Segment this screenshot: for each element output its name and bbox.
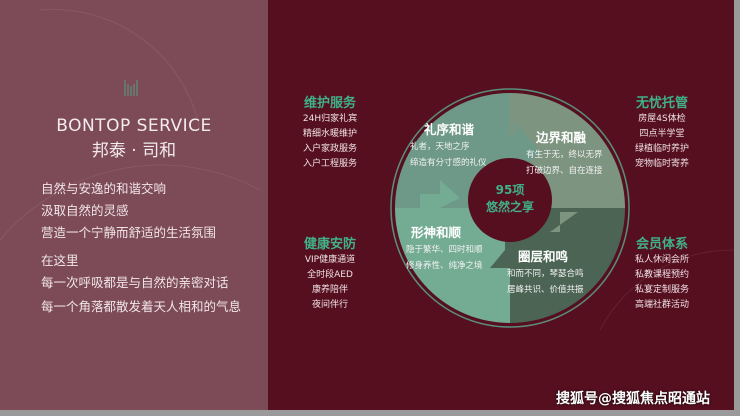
quadrant-bottom-right	[510, 208, 625, 323]
decor-arc	[39, 8, 201, 131]
intro-line: 每一个角落都散发着天人相和的气息	[41, 299, 242, 314]
group-title: 维护服务	[303, 96, 356, 111]
decor-arc	[0, 164, 261, 241]
arrow-bottom-left	[420, 180, 460, 208]
wheel-ring	[390, 88, 630, 328]
intro-panel: BONTOP SERVICE 邦泰 · 司和 自然与安逸的和谐交响 汲取自然的灵…	[0, 0, 268, 410]
decor-arcs	[0, 8, 734, 331]
group-title: 无忧托管	[635, 96, 688, 111]
center-label: 悠然之享	[485, 200, 534, 214]
quadrant-desc: 隐于繁华、四时和顺 修身养性、纯净之境	[406, 242, 483, 274]
intro-line: 自然与安逸的和谐交响	[41, 181, 167, 196]
group-title: 会员体系	[635, 237, 688, 252]
desc-line: 有生于无，终以无界	[526, 150, 603, 160]
desc-line: 缔造有分寸感的礼仪	[410, 158, 487, 168]
brand-title-cn: 邦泰 · 司和	[91, 141, 177, 161]
group-item: 私教课程预约	[634, 270, 689, 280]
desc-line: 居峰共识、价值共振	[507, 285, 584, 295]
service-wheel	[390, 88, 630, 328]
brand-title-en: BONTOP SERVICE	[56, 116, 212, 136]
group-title: 健康安防	[303, 237, 356, 252]
desc-line: 和而不同，琴瑟合鸣	[507, 269, 584, 279]
desc-line: 隐于繁华、四时和顺	[406, 245, 483, 255]
intro-line: 每一次呼吸都是与自然的亲密对话	[41, 275, 229, 290]
intro-line: 营造一个宁静而舒适的生活氛围	[41, 225, 217, 240]
decor-arc	[599, 249, 734, 331]
group-item: 全时段AED	[307, 270, 353, 280]
group-item: 四点半学堂	[639, 129, 685, 139]
group-item: 精细水暖维护	[302, 129, 357, 139]
group-item: 高端社群活动	[634, 300, 689, 310]
group-item: 入户工程服务	[302, 159, 357, 169]
desc-line: 修身养性、纯净之境	[406, 261, 483, 271]
desc-line: 打破边界、自在连接	[526, 166, 603, 176]
group-item: 房屋4S体检	[638, 114, 686, 124]
quadrant-bottom-left	[395, 208, 510, 323]
center-count: 95项	[495, 183, 525, 197]
intro-line: 汲取自然的灵感	[41, 203, 129, 218]
group-item: 夜间伴行	[311, 300, 348, 310]
intro-line: 在这里	[41, 253, 79, 268]
quadrant-desc: 有生于无，终以无界 打破边界、自在连接	[526, 147, 603, 179]
wheel-center	[468, 158, 552, 242]
group-item: 绿植临时养护	[634, 144, 689, 154]
group-item: VIP健康通道	[304, 255, 356, 265]
slide: BONTOP SERVICE 邦泰 · 司和 自然与安逸的和谐交响 汲取自然的灵…	[0, 0, 734, 410]
watermark: 搜狐号@搜狐焦点昭通站	[556, 391, 710, 407]
quadrant-title: 圈层和鸣	[518, 249, 569, 264]
group-item: 私宴定制服务	[634, 285, 689, 295]
group-item: 私人休闲会所	[634, 255, 689, 265]
group-item: 24H归家礼宾	[302, 114, 358, 124]
group-item: 康养陪伴	[311, 285, 348, 295]
quadrant-desc: 和而不同，琴瑟合鸣 居峰共识、价值共振	[507, 266, 584, 298]
wheel-center-text: 95项 悠然之享	[468, 182, 552, 216]
quadrant-title: 礼序和谐	[424, 122, 475, 137]
group-item: 入户家政服务	[302, 144, 357, 154]
brand-logo-icon	[124, 80, 138, 96]
quadrant-title: 形神和顺	[411, 225, 462, 240]
quadrant-desc: 礼者，天地之序缔造有分寸感的礼仪	[410, 139, 487, 171]
group-item: 宠物临时寄养	[634, 159, 689, 169]
quadrant-title: 边界和融	[536, 130, 587, 145]
desc-line: 礼者，天地之序	[410, 142, 470, 152]
